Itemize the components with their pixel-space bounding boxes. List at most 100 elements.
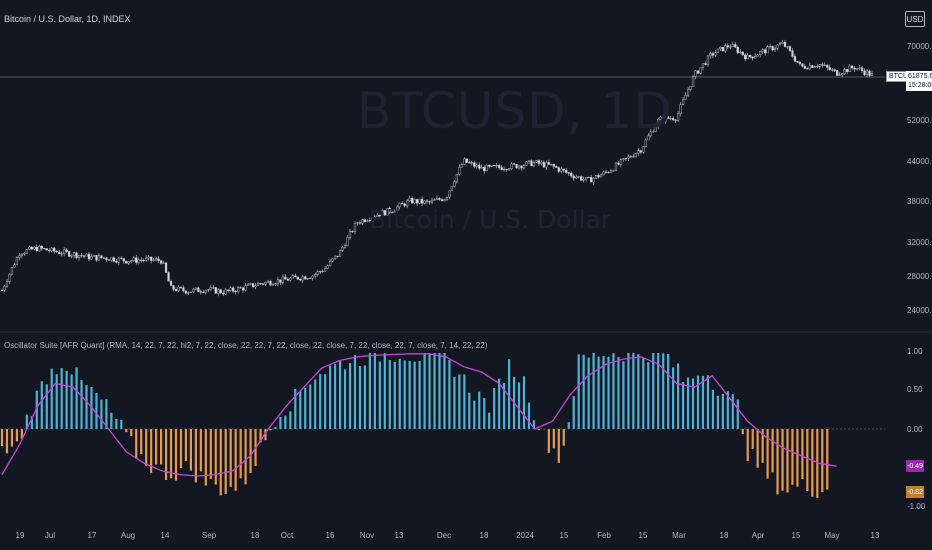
candle-body	[488, 165, 491, 167]
chart-title[interactable]: Bitcoin / U.S. Dollar, 1D, INDEX	[4, 14, 131, 24]
positive-histogram-bar	[473, 400, 476, 429]
candle-body	[741, 51, 744, 56]
candle-body	[453, 181, 456, 187]
candle-body	[860, 67, 864, 71]
candle-body	[219, 289, 222, 294]
candle-body	[868, 70, 871, 76]
candle-body	[590, 177, 593, 183]
candle-body	[63, 249, 66, 254]
candle-body	[667, 116, 670, 119]
candle-body	[420, 198, 424, 204]
positive-histogram-bar	[458, 374, 461, 429]
candle-body	[614, 162, 618, 171]
candle-body	[351, 231, 354, 233]
negative-histogram-bar	[169, 429, 173, 479]
candle-body	[286, 278, 289, 281]
candle-body	[207, 289, 210, 291]
candle-body	[8, 273, 11, 282]
candle-body	[721, 46, 724, 52]
negative-histogram-bar	[552, 429, 555, 449]
candle-body	[58, 251, 61, 254]
candle-body	[117, 257, 120, 263]
candle-body	[179, 286, 183, 289]
candle-body	[299, 279, 302, 281]
candle-body	[627, 156, 630, 159]
candle-body	[435, 198, 439, 200]
candle-body	[572, 175, 575, 179]
candle-body	[786, 46, 789, 48]
positive-histogram-bar	[403, 360, 406, 429]
candle-body	[68, 251, 71, 257]
candle-body	[425, 200, 429, 202]
negative-histogram-bar	[184, 429, 188, 461]
candle-body	[788, 46, 792, 51]
candle-body	[53, 247, 56, 252]
candle-body	[107, 259, 110, 261]
candle-body	[249, 283, 252, 285]
candle-body	[644, 139, 647, 147]
candle-body	[672, 118, 675, 121]
candle-body	[540, 162, 543, 164]
candle-body	[701, 63, 705, 68]
positive-histogram-bar	[662, 353, 665, 429]
candle-body	[619, 159, 623, 165]
indicator-title[interactable]: Oscillator Suite [AFR Quant] (RMA, 14, 2…	[4, 341, 488, 350]
positive-histogram-bar	[75, 367, 78, 429]
candle-body	[55, 251, 58, 253]
candle-body	[813, 66, 816, 68]
candle-body	[209, 287, 212, 290]
candle-body	[18, 255, 21, 258]
negative-histogram-bar	[234, 429, 237, 491]
candle-body	[222, 292, 225, 295]
negative-histogram-bar	[259, 429, 262, 443]
candle-body	[597, 175, 600, 178]
candle-body	[296, 276, 299, 280]
candle-body	[120, 257, 123, 259]
candle-body	[403, 203, 406, 207]
candle-body	[823, 64, 826, 66]
candle-body	[130, 260, 133, 262]
candle-body	[455, 174, 458, 183]
time-axis-label: Oct	[280, 531, 294, 540]
negative-histogram-bar	[249, 429, 252, 474]
candle-body	[346, 237, 349, 247]
positive-histogram-bar	[607, 356, 610, 429]
positive-histogram-bar	[443, 353, 446, 429]
candle-body	[490, 165, 493, 167]
candle-body	[386, 208, 389, 216]
description-watermark: Bitcoin / U.S. Dollar	[369, 205, 612, 234]
candle-body	[731, 44, 734, 47]
candle-body	[28, 246, 31, 250]
candle-body	[115, 261, 118, 263]
candle-body	[649, 131, 652, 137]
candle-body	[145, 257, 148, 261]
positive-histogram-bar	[587, 357, 590, 429]
candle-body	[567, 172, 570, 174]
negative-histogram-bar	[557, 429, 560, 463]
positive-histogram-bar	[577, 354, 580, 429]
candle-body	[135, 257, 138, 263]
positive-histogram-bar	[55, 374, 58, 429]
candle-body	[493, 165, 496, 167]
currency-button[interactable]: USD	[905, 11, 925, 27]
positive-histogram-bar	[652, 353, 655, 429]
candle-body	[440, 199, 444, 202]
positive-histogram-bar	[363, 365, 367, 429]
candle-body	[137, 259, 140, 263]
negative-histogram-bar	[741, 429, 744, 435]
candle-body	[199, 291, 202, 293]
candle-body	[460, 164, 463, 168]
candle-body	[816, 66, 819, 68]
positive-histogram-bar	[110, 412, 113, 429]
price-axis-label: 32000.00	[907, 238, 932, 247]
positive-histogram-bar	[388, 359, 391, 429]
candle-body	[40, 245, 43, 249]
candle-body	[100, 255, 103, 258]
negative-histogram-bar	[140, 429, 143, 455]
candle-body	[828, 67, 831, 71]
negative-histogram-bar	[796, 429, 799, 487]
candle-body	[520, 165, 523, 169]
positive-histogram-bar	[716, 395, 719, 429]
positive-histogram-bar	[657, 353, 660, 429]
